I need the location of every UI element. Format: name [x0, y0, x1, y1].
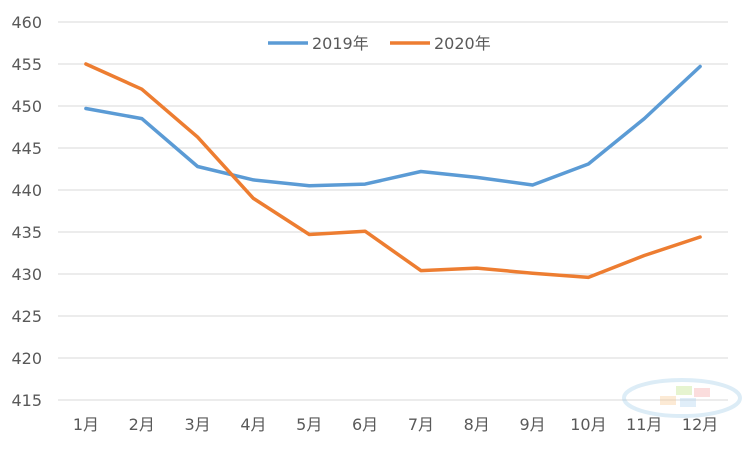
y-tick-label: 435 [11, 223, 42, 242]
gridlines [58, 21, 728, 401]
legend-label-2019: 2019年 [312, 34, 369, 53]
x-tick-label: 1月 [73, 415, 99, 434]
x-tick-label: 3月 [184, 415, 210, 434]
legend: 2019年 2020年 [268, 34, 491, 53]
x-tick-label: 10月 [570, 415, 606, 434]
x-tick-label: 2月 [129, 415, 155, 434]
y-tick-label: 450 [11, 97, 42, 116]
watermark-logo [622, 378, 742, 418]
series-line-0 [84, 64, 702, 188]
y-tick-label: 455 [11, 55, 42, 74]
x-tick-label: 5月 [296, 415, 322, 434]
x-tick-label: 8月 [464, 415, 490, 434]
y-tick-label: 425 [11, 307, 42, 326]
y-tick-label: 440 [11, 181, 42, 200]
legend-label-2020: 2020年 [434, 34, 491, 53]
x-tick-label: 6月 [352, 415, 378, 434]
x-tick-label: 7月 [408, 415, 434, 434]
y-tick-label: 420 [11, 349, 42, 368]
y-tick-label: 415 [11, 391, 42, 410]
series-lines [84, 62, 702, 280]
y-tick-label: 430 [11, 265, 42, 284]
x-tick-label: 9月 [519, 415, 545, 434]
y-tick-label: 460 [11, 13, 42, 32]
x-tick-label: 4月 [240, 415, 266, 434]
x-tick-label: 11月 [626, 415, 662, 434]
x-tick-label: 12月 [682, 415, 718, 434]
x-axis-ticks: 1月 2月 3月 4月 5月 6月 7月 8月 9月 10月 11月 12月 [73, 415, 718, 434]
y-axis-ticks: 415 420 425 430 435 440 445 450 455 460 [11, 13, 42, 410]
series-line-1 [84, 62, 702, 280]
y-tick-label: 445 [11, 139, 42, 158]
